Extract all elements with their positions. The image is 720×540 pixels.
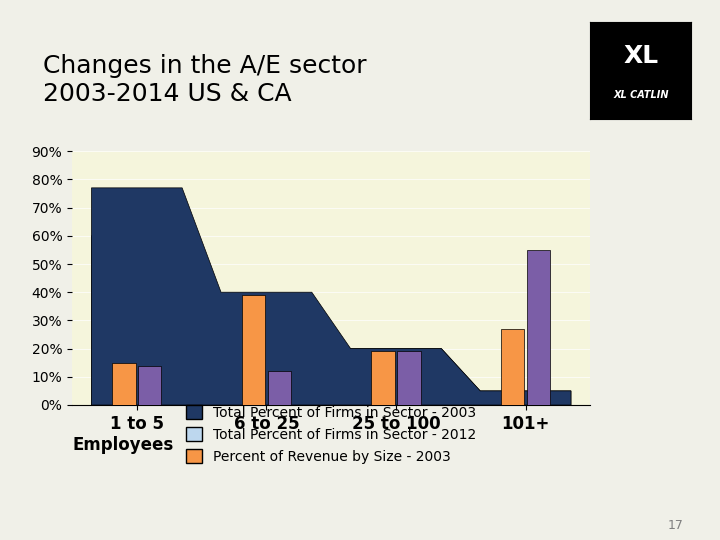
Polygon shape: [91, 236, 571, 405]
Text: XL: XL: [624, 44, 658, 68]
Bar: [268, 371, 291, 405]
Bar: [397, 352, 420, 405]
Text: XL CATLIN: XL CATLIN: [613, 90, 669, 99]
Legend: Total Percent of Firms in Sector - 2003, Total Percent of Firms in Sector - 2012: Total Percent of Firms in Sector - 2003,…: [180, 400, 482, 469]
Bar: [372, 352, 395, 405]
Bar: [527, 250, 550, 405]
Text: Changes in the A/E sector
2003-2014 US & CA: Changes in the A/E sector 2003-2014 US &…: [43, 54, 366, 106]
Text: 17: 17: [668, 519, 684, 532]
Text: Employees: Employees: [72, 436, 174, 454]
Bar: [138, 366, 161, 405]
Polygon shape: [91, 188, 571, 405]
Bar: [242, 295, 265, 405]
Bar: [112, 363, 135, 405]
Bar: [501, 329, 524, 405]
